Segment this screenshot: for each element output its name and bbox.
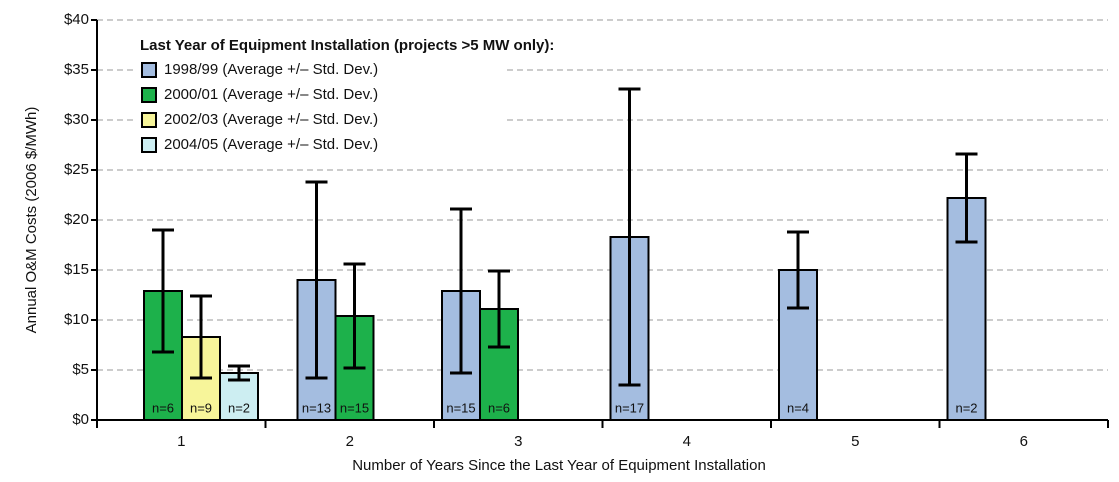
y-tick-label: $35 [64, 61, 89, 78]
x-tick-label: 1 [177, 433, 185, 450]
error-bar [343, 262, 366, 370]
n-label: n=2 [228, 400, 250, 415]
n-label: n=6 [152, 400, 174, 415]
error-bar [450, 207, 472, 375]
n-label: n=6 [488, 400, 510, 415]
legend-swatch [141, 62, 157, 78]
y-tick-label: $5 [72, 361, 89, 378]
legend-label: 1998/99 (Average +/– Std. Dev.) [164, 61, 378, 78]
legend-box [134, 32, 504, 160]
legend-swatch [141, 137, 157, 153]
error-bar [618, 87, 641, 387]
x-axis-label: Number of Years Since the Last Year of E… [352, 457, 766, 474]
n-label: n=17 [615, 400, 644, 415]
error-bar [152, 228, 174, 354]
error-bar [787, 230, 809, 310]
error-bar [488, 269, 510, 349]
y-axis-label: Annual O&M Costs (2006 $/MWh) [23, 107, 40, 334]
x-tick-label: 2 [346, 433, 354, 450]
legend-label: 2002/03 (Average +/– Std. Dev.) [164, 111, 378, 128]
legend-label: 2000/01 (Average +/– Std. Dev.) [164, 86, 378, 103]
n-label: n=15 [340, 400, 369, 415]
n-label: n=9 [190, 400, 212, 415]
x-tick-label: 3 [514, 433, 522, 450]
y-tick-label: $15 [64, 261, 89, 278]
y-tick-label: $20 [64, 211, 89, 228]
y-tick-label: $10 [64, 311, 89, 328]
x-tick-label: 6 [1020, 433, 1028, 450]
n-label: n=15 [446, 400, 475, 415]
legend-label: 2004/05 (Average +/– Std. Dev.) [164, 136, 378, 153]
n-label: n=4 [787, 400, 809, 415]
n-label: n=13 [302, 400, 331, 415]
legend-title: Last Year of Equipment Installation (pro… [140, 37, 554, 54]
error-bar [305, 180, 328, 380]
error-bar [228, 364, 250, 382]
error-bar [190, 294, 212, 380]
legend-swatch [141, 112, 157, 128]
error-bar [955, 152, 978, 244]
x-tick-label: 5 [851, 433, 859, 450]
y-tick-label: $30 [64, 111, 89, 128]
y-tick-label: $25 [64, 161, 89, 178]
legend-swatch [141, 87, 157, 103]
n-label: n=2 [955, 400, 977, 415]
y-tick-label: $0 [72, 411, 89, 428]
y-tick-label: $40 [64, 11, 89, 28]
x-tick-label: 4 [683, 433, 691, 450]
